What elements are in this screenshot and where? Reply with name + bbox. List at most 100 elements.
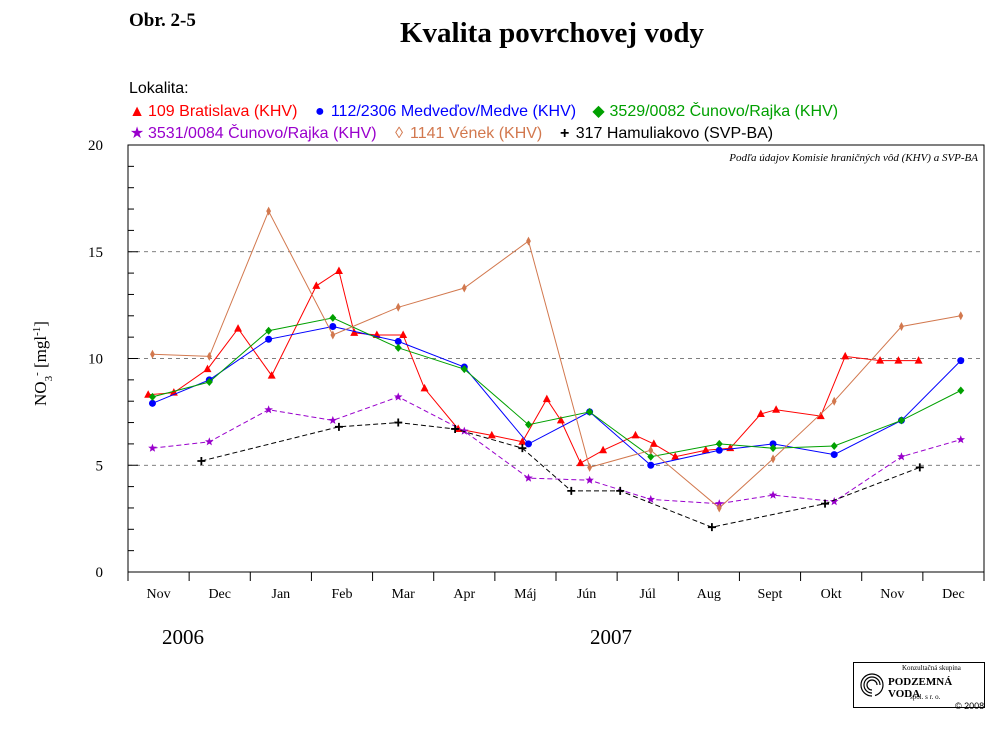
legend-row-1: ▲ 109 Bratislava (KHV) ● 112/2306 Medveďov… <box>129 101 848 121</box>
series-5 <box>150 206 964 513</box>
data-point-thin-diamond <box>587 462 593 472</box>
y-tick-label: 15 <box>88 245 103 261</box>
data-point-circle <box>830 451 838 459</box>
data-point-circle <box>394 337 402 345</box>
data-point-triangle <box>756 409 765 418</box>
x-tick-label: Máj <box>514 587 537 602</box>
series-3 <box>148 313 965 461</box>
copyright: © 2008 <box>955 701 985 711</box>
diamond-marker-icon: ◆ <box>592 103 605 120</box>
series-1 <box>144 266 923 467</box>
data-point-thin-diamond <box>899 321 904 331</box>
data-point-triangle <box>518 437 527 445</box>
data-point-thin-diamond <box>770 454 776 464</box>
data-point-star <box>829 497 839 506</box>
plus-marker-icon: + <box>560 125 570 142</box>
data-point-circle <box>265 335 273 343</box>
data-point-diamond <box>148 392 156 401</box>
legend-item: ◆ 3529/0082 Čunovo/Rajka (KHV) <box>591 101 838 121</box>
data-point-star <box>956 435 966 444</box>
data-point-thin-diamond <box>526 236 531 246</box>
x-tick-label: Sept <box>758 587 783 602</box>
data-point-triangle <box>816 411 825 420</box>
y-tick-label: 10 <box>88 352 103 368</box>
data-point-circle <box>715 446 723 454</box>
data-point-triangle <box>487 430 496 439</box>
data-point-triangle <box>671 452 680 460</box>
legend-item: ▲ 109 Bratislava (KHV) <box>129 103 297 121</box>
data-point-thin-diamond <box>266 206 272 216</box>
data-point-thin-diamond <box>150 349 155 359</box>
year-label-2006: 2006 <box>162 625 204 649</box>
data-point-triangle <box>203 364 212 373</box>
data-point-triangle <box>599 445 608 454</box>
x-tick-label: Feb <box>332 587 353 602</box>
data-point-diamond <box>394 343 402 352</box>
data-point-star <box>646 494 656 504</box>
data-point-thin-diamond <box>461 283 467 293</box>
x-tick-label: Jún <box>577 587 596 602</box>
x-tick-label: Júl <box>640 587 656 602</box>
x-tick-label: Dec <box>942 587 965 602</box>
series-line <box>152 317 962 458</box>
data-point-thin-diamond <box>831 396 837 406</box>
legend-label: 3531/0084 Čunovo/Rajka (KHV) <box>148 125 377 142</box>
data-point-star <box>205 437 214 446</box>
data-point-diamond <box>957 386 965 395</box>
data-point-star <box>393 392 403 401</box>
data-point-diamond <box>329 313 337 322</box>
data-point-triangle <box>542 394 551 403</box>
data-point-triangle <box>701 445 710 454</box>
data-point-plus <box>451 424 460 433</box>
x-tick-label: Jan <box>272 587 291 602</box>
data-point-plus <box>821 499 830 508</box>
data-point-star <box>328 415 338 425</box>
figure-label: Obr. 2-5 <box>129 10 196 31</box>
data-point-triangle <box>334 266 343 274</box>
series-line <box>152 210 961 509</box>
data-point-thin-diamond <box>648 445 654 455</box>
data-point-star <box>768 490 778 499</box>
data-point-triangle <box>556 415 565 424</box>
data-point-triangle <box>312 281 321 289</box>
data-point-triangle <box>876 356 885 364</box>
year-label-2007: 2007 <box>590 625 632 649</box>
data-point-triangle <box>649 439 658 447</box>
data-point-diamond <box>715 439 723 448</box>
data-point-triangle <box>267 371 276 379</box>
legend-row-2: ★ 3531/0084 Čunovo/Rajka (KHV) ◊ 1141 Véne… <box>129 123 783 143</box>
data-point-circle <box>524 440 532 448</box>
legend-label: 109 Bratislava (KHV) <box>148 103 298 120</box>
data-point-plus <box>518 444 527 453</box>
data-point-star <box>460 426 469 435</box>
series-line <box>152 325 962 466</box>
data-point-thin-diamond <box>330 330 336 340</box>
data-point-triangle <box>841 351 850 360</box>
star-marker-icon: ★ <box>129 125 145 142</box>
data-point-triangle <box>772 405 781 413</box>
data-point-star <box>714 499 724 508</box>
data-point-diamond <box>769 444 777 453</box>
x-tick-label: Mar <box>391 587 415 602</box>
data-point-diamond <box>897 416 905 425</box>
legend-item: ★ 3531/0084 Čunovo/Rajka (KHV) <box>129 123 377 143</box>
data-point-circle <box>148 399 156 407</box>
x-tick-label: Nov <box>880 587 904 602</box>
x-tick-label: Okt <box>821 587 842 602</box>
y-tick-label: 20 <box>88 138 103 154</box>
data-point-triangle <box>234 324 243 332</box>
data-point-plus <box>616 486 625 495</box>
data-point-star <box>897 452 906 461</box>
data-point-thin-diamond <box>395 302 401 312</box>
thin-diamond-marker-icon: ◊ <box>395 125 403 142</box>
series-6 <box>197 418 924 532</box>
chart-title: Kvalita povrchovej vody <box>400 17 704 49</box>
data-point-plus <box>197 456 206 465</box>
data-point-diamond <box>830 442 838 451</box>
series-line <box>152 396 961 505</box>
series-line <box>201 422 920 528</box>
data-point-thin-diamond <box>206 351 212 361</box>
y-axis-label: NO3- [mgl-1] <box>31 321 55 406</box>
data-point-star <box>585 475 594 484</box>
